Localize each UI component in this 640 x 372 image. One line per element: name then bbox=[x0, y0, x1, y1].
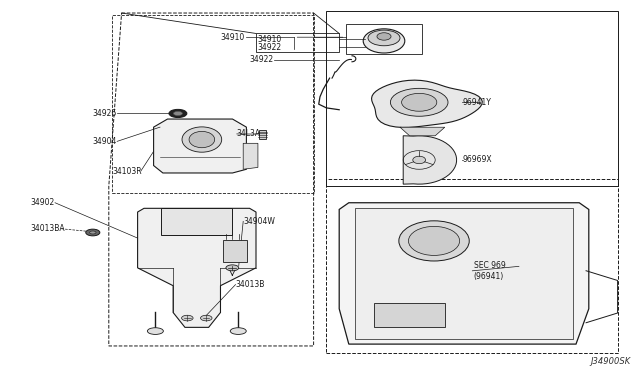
Polygon shape bbox=[372, 80, 483, 128]
Ellipse shape bbox=[399, 221, 469, 261]
Ellipse shape bbox=[408, 227, 460, 256]
Polygon shape bbox=[161, 208, 232, 234]
Text: 34910: 34910 bbox=[257, 35, 282, 44]
Bar bbox=[223, 240, 247, 262]
Bar bbox=[374, 303, 445, 327]
Ellipse shape bbox=[413, 156, 426, 164]
Ellipse shape bbox=[200, 315, 212, 321]
Text: 96969X: 96969X bbox=[462, 155, 492, 164]
Text: (96941): (96941) bbox=[474, 272, 504, 280]
Polygon shape bbox=[355, 208, 573, 339]
Polygon shape bbox=[154, 119, 246, 173]
Ellipse shape bbox=[230, 328, 246, 334]
Text: J34900SK: J34900SK bbox=[590, 357, 630, 366]
Ellipse shape bbox=[402, 93, 437, 111]
Polygon shape bbox=[400, 127, 445, 136]
Ellipse shape bbox=[226, 265, 239, 271]
Ellipse shape bbox=[147, 328, 163, 334]
Text: 34922: 34922 bbox=[257, 43, 282, 52]
Ellipse shape bbox=[390, 89, 448, 116]
Text: 34910: 34910 bbox=[221, 33, 245, 42]
Ellipse shape bbox=[182, 315, 193, 321]
Ellipse shape bbox=[377, 33, 391, 40]
Text: 34013BA: 34013BA bbox=[31, 224, 65, 233]
Text: 96941Y: 96941Y bbox=[462, 98, 491, 107]
Ellipse shape bbox=[182, 127, 221, 152]
Ellipse shape bbox=[86, 229, 100, 236]
Text: 34L3A: 34L3A bbox=[237, 129, 261, 138]
Polygon shape bbox=[160, 123, 240, 162]
Text: 34103R: 34103R bbox=[112, 167, 141, 176]
Ellipse shape bbox=[169, 109, 187, 118]
Text: 34013B: 34013B bbox=[236, 280, 265, 289]
Ellipse shape bbox=[173, 112, 182, 115]
Bar bbox=[259, 130, 266, 139]
Text: 34926: 34926 bbox=[93, 109, 117, 118]
Polygon shape bbox=[138, 208, 256, 327]
Text: SEC 969: SEC 969 bbox=[474, 262, 506, 270]
Ellipse shape bbox=[189, 131, 214, 148]
Polygon shape bbox=[403, 136, 456, 184]
Text: 34902: 34902 bbox=[31, 198, 55, 207]
Ellipse shape bbox=[364, 29, 405, 53]
Text: 34922: 34922 bbox=[250, 55, 274, 64]
Text: 34904: 34904 bbox=[93, 137, 117, 146]
Polygon shape bbox=[243, 143, 258, 169]
Polygon shape bbox=[339, 203, 589, 344]
Ellipse shape bbox=[368, 30, 400, 46]
Text: 34904W: 34904W bbox=[243, 217, 275, 226]
Ellipse shape bbox=[90, 231, 96, 234]
